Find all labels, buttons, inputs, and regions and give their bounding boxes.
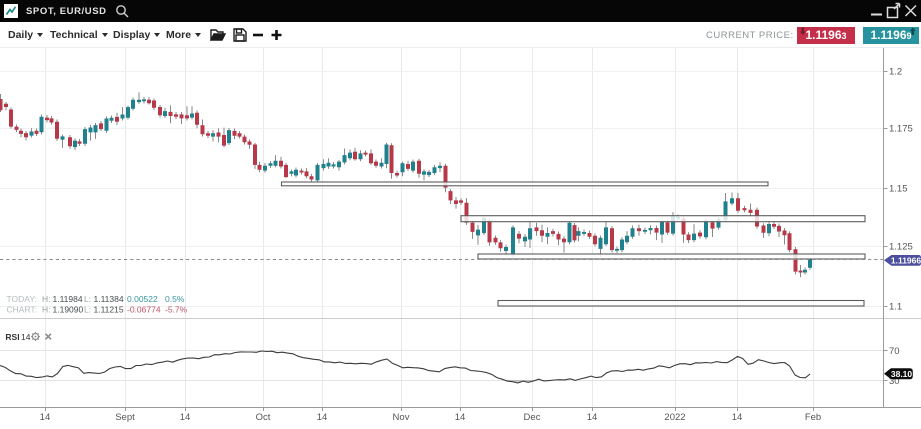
svg-text:-5.7%: -5.7% — [165, 305, 188, 315]
svg-text:TODAY:: TODAY: — [7, 294, 37, 304]
svg-text:70: 70 — [889, 346, 900, 357]
svg-text:CHART:: CHART: — [7, 305, 38, 315]
svg-text:1.11215: 1.11215 — [94, 305, 124, 315]
svg-text:RSI: RSI — [5, 332, 19, 342]
svg-text:H:: H: — [42, 294, 51, 304]
svg-text:1.1: 1.1 — [889, 302, 902, 313]
svg-text:14: 14 — [40, 412, 51, 423]
svg-text:1.125: 1.125 — [889, 242, 913, 253]
svg-text:0.5%: 0.5% — [165, 294, 185, 304]
svg-text:1.19090: 1.19090 — [53, 305, 84, 315]
svg-text:1.2: 1.2 — [889, 67, 902, 78]
svg-text:Nov: Nov — [393, 412, 410, 423]
svg-text:Dec: Dec — [524, 412, 541, 423]
svg-text:Sept: Sept — [115, 412, 135, 423]
svg-text:30: 30 — [889, 376, 900, 387]
svg-text:L:: L: — [84, 294, 91, 304]
svg-text:14: 14 — [455, 412, 466, 423]
svg-text:14: 14 — [732, 412, 743, 423]
svg-text:Feb: Feb — [805, 412, 821, 423]
svg-text:H:: H: — [42, 305, 51, 315]
svg-text:1.11384: 1.11384 — [94, 294, 124, 304]
svg-text:L:: L: — [84, 305, 91, 315]
svg-text:1.175: 1.175 — [889, 124, 913, 135]
svg-text:14: 14 — [587, 412, 598, 423]
svg-text:0.00522: 0.00522 — [127, 294, 158, 304]
svg-text:2022: 2022 — [664, 412, 685, 423]
svg-text:1.15: 1.15 — [889, 184, 908, 195]
svg-text:1.11966: 1.11966 — [891, 255, 921, 265]
svg-text:14: 14 — [21, 332, 31, 342]
svg-text:14: 14 — [180, 412, 191, 423]
svg-text:38.10: 38.10 — [891, 369, 913, 379]
svg-text:-0.06774: -0.06774 — [127, 305, 161, 315]
svg-text:Oct: Oct — [256, 412, 271, 423]
svg-text:14: 14 — [317, 412, 328, 423]
svg-text:1.11984: 1.11984 — [53, 294, 83, 304]
